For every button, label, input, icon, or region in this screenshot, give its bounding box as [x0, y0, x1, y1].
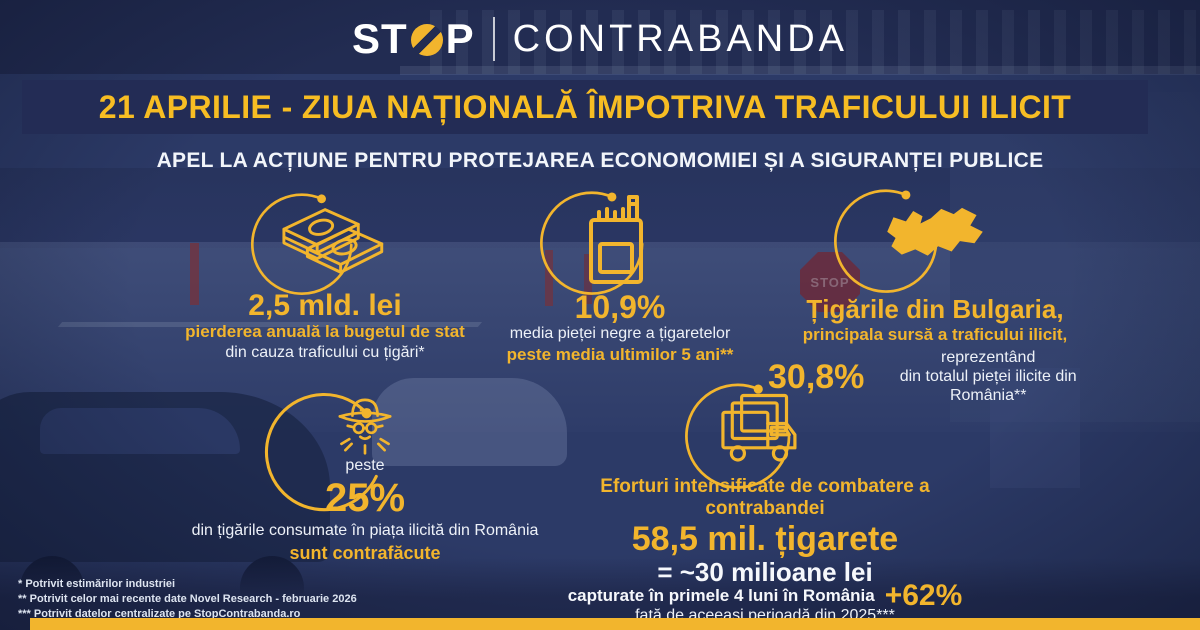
barrier-pole — [190, 243, 199, 305]
background-top-band — [0, 0, 1200, 74]
stat-caption: din țigările consumate în piața ilicită … — [191, 522, 539, 539]
footnote: * Potrivit estimărilor industriei — [18, 578, 176, 590]
stat-icon-area — [190, 392, 540, 512]
car-silhouette-center — [372, 378, 567, 466]
car-window — [40, 408, 240, 454]
stat-caption: capturate în primele 4 luni în România — [567, 586, 875, 605]
smuggler-spy-icon — [338, 398, 392, 455]
logo-brand-text: CONTRABANDA — [512, 17, 849, 60]
stat-value: 58,5 mil. țigarete — [631, 520, 899, 558]
footnotes: * Potrivit estimărilor industriei ** Pot… — [18, 577, 357, 622]
stat-value: 2,5 mld. lei — [248, 289, 402, 322]
stat-caption: reprezentând — [941, 349, 1036, 366]
stat-heading: Eforturi intensificate de combatere a co… — [600, 476, 930, 519]
stat-caption: din totalul pieței ilicite din România** — [899, 368, 1077, 404]
footnote: *** Potrivit datelor centralizate pe Sto… — [18, 608, 301, 620]
stat-prefix: peste — [345, 457, 385, 474]
stat-icon-area — [460, 191, 780, 295]
title-banner: 21 APRILIE - ZIUA NAȚIONALĂ ÎMPOTRIVA TR… — [22, 80, 1148, 134]
stat-icon-area — [565, 383, 965, 489]
cigarette-pack-icon — [589, 195, 643, 284]
stat-value-row: capturate în primele 4 luni în România +… — [565, 579, 965, 612]
stat-value: 10,9% — [574, 289, 666, 325]
stat-caption: principala sursă a traficului ilicit, — [802, 325, 1068, 344]
no-entry-icon — [410, 24, 443, 56]
delivery-trucks-icon — [721, 393, 797, 462]
logo: ST P CONTRABANDA — [0, 0, 1200, 78]
logo-stop-wordmark: ST P — [352, 15, 475, 63]
stat-value-row: 30,8% reprezentând din totalul pieței il… — [768, 348, 1102, 405]
footnote: ** Potrivit celor mai recente date Novel… — [18, 593, 357, 605]
stat-icon-area — [165, 193, 485, 295]
subtitle: APEL LA ACȚIUNE PENTRU PROTEJAREA ECONOM… — [156, 149, 1044, 172]
stat-caption: sunt contrafăcute — [289, 543, 441, 563]
stat-seizures: Eforturi intensificate de combatere a co… — [565, 383, 965, 625]
bottom-accent-bar — [30, 618, 1200, 630]
stat-value: 25% — [324, 476, 406, 520]
stat-icon-area — [768, 189, 1102, 293]
checkpoint-canopy-beam — [400, 66, 1200, 75]
truck-silhouette — [950, 92, 1200, 422]
logo-stop-suffix: P — [445, 15, 475, 62]
checkpoint-canopy-truss — [430, 10, 1200, 74]
stat-counterfeit: peste 25% din țigările consumate în piaț… — [190, 392, 540, 565]
stat-caption: din cauza traficului cu țigări* — [225, 344, 425, 361]
stat-caption: pierderea anuală la bugetul de stat — [185, 322, 465, 341]
border-booth-silhouette — [990, 368, 1080, 488]
stat-equivalent: = ~30 milioane lei — [657, 557, 873, 587]
stat-delta: +62% — [884, 579, 963, 612]
stat-budget-loss: 2,5 mld. lei pierderea anuală la bugetul… — [165, 193, 485, 363]
banknotes-icon — [282, 208, 384, 274]
stat-caption: peste media ultimilor 5 ani** — [506, 345, 734, 364]
page-title: 21 APRILIE - ZIUA NAȚIONALĂ ÎMPOTRIVA TR… — [98, 88, 1072, 125]
stat-notes: reprezentând din totalul pieței ilicite … — [874, 348, 1102, 405]
stat-caption: media pieței negre a țigaretelor — [509, 325, 731, 342]
stat-black-market: 10,9% media pieței negre a țigaretelor p… — [460, 191, 780, 366]
logo-stop-prefix: ST — [351, 15, 408, 62]
stat-title: Țigările din Bulgaria, — [806, 294, 1064, 324]
logo-divider — [492, 17, 495, 61]
stat-bulgaria-source: Țigările din Bulgaria, principala sursă … — [768, 189, 1102, 405]
bulgaria-map-icon — [887, 207, 983, 256]
